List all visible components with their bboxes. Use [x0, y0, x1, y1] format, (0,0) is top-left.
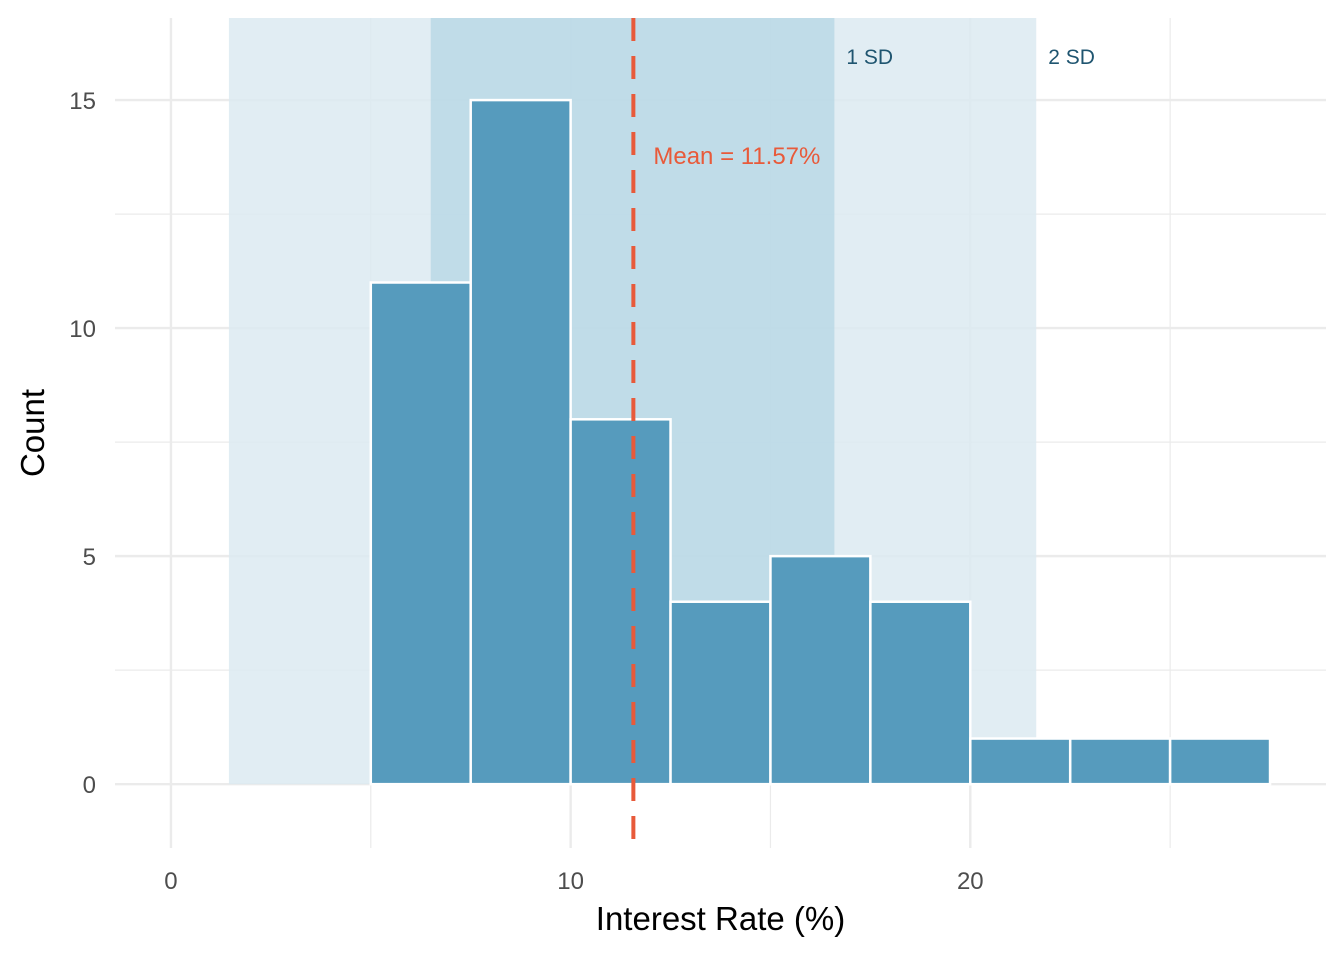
- y-tick-label: 5: [83, 544, 96, 571]
- histogram-bar: [469, 98, 572, 786]
- histogram-bar: [969, 737, 1072, 786]
- histogram-bar: [369, 281, 472, 786]
- mean-label: Mean = 11.57%: [653, 143, 820, 170]
- bars-layer: [369, 98, 1272, 786]
- x-tick-label: 10: [557, 868, 584, 895]
- y-tick-label: 0: [83, 772, 96, 799]
- histogram-bar: [1168, 737, 1272, 786]
- histogram-bar: [669, 600, 772, 786]
- histogram-bar: [769, 554, 872, 786]
- histogram-bar: [569, 418, 672, 786]
- y-tick-label: 15: [69, 88, 96, 115]
- x-tick-label: 0: [164, 868, 177, 895]
- sd-band-label: 1 SD: [846, 46, 893, 69]
- y-axis-title: Count: [14, 389, 51, 477]
- x-tick-label: 20: [957, 868, 984, 895]
- histogram-bar: [1068, 737, 1172, 786]
- y-tick-label: 10: [69, 316, 96, 343]
- axes-layer: 0 10 20 0 5 10 15 Interest Rate (%) Count: [14, 88, 984, 937]
- mean-layer: Mean = 11.57%: [631, 18, 820, 848]
- histogram-bar: [869, 600, 972, 786]
- x-axis-title: Interest Rate (%): [596, 900, 845, 937]
- sd-band-label: 2 SD: [1048, 46, 1095, 69]
